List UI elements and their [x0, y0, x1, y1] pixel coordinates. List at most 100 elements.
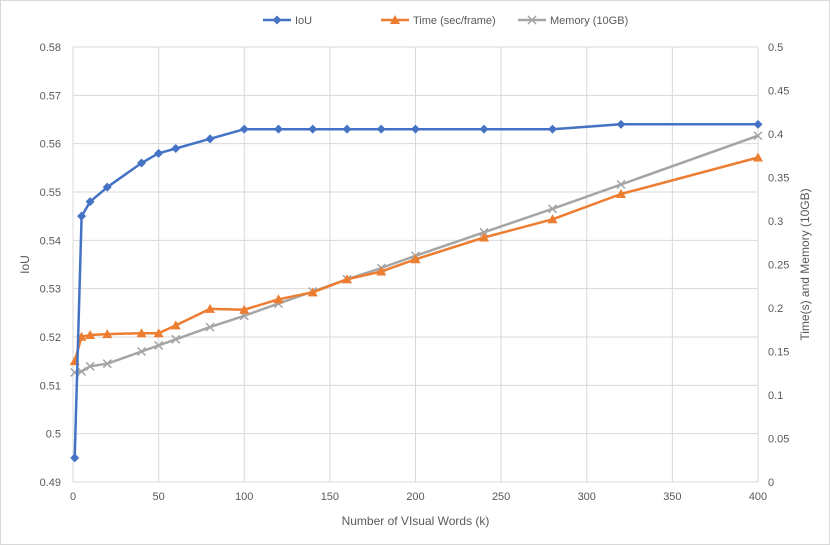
y-right-tick-label: 0 — [768, 477, 774, 489]
series-time-sec-frame — [69, 152, 763, 366]
x-tick-label: 50 — [153, 491, 165, 503]
memory-point — [616, 179, 626, 189]
time-point — [273, 294, 284, 304]
time-point — [85, 329, 96, 339]
y-left-tick-label: 0.52 — [40, 332, 61, 344]
memory-point-stroke — [205, 322, 215, 332]
y-right-tick-label: 0.05 — [768, 434, 789, 446]
memory-point — [154, 340, 164, 350]
memory-point-stroke — [479, 227, 489, 237]
time-point — [239, 304, 250, 314]
iou-point — [171, 144, 181, 153]
series-line — [73, 123, 758, 458]
y-left-tick-label: 0.53 — [40, 284, 61, 296]
time-point — [342, 274, 352, 284]
memory-point — [136, 346, 147, 357]
time-point — [479, 232, 489, 242]
y-left-tick-label: 0.57 — [40, 90, 61, 102]
x-tick-label: 200 — [406, 491, 424, 503]
iou-point — [479, 124, 489, 134]
memory-point — [77, 366, 87, 377]
time-point — [170, 320, 181, 330]
y-left-tick-label: 0.58 — [40, 42, 61, 54]
memory-point — [102, 359, 112, 369]
y-right-tick-label: 0.5 — [768, 42, 783, 54]
iou-point — [70, 453, 80, 463]
iou-point — [272, 15, 282, 25]
time-point — [205, 303, 215, 313]
memory-point-stroke — [753, 131, 763, 141]
legend-label: Memory (10GB) — [550, 15, 628, 27]
memory-point-stroke — [154, 340, 164, 350]
y-left-tick-label: 0.56 — [40, 139, 61, 151]
y-left-tick-label: 0.51 — [40, 380, 61, 392]
iou-point — [548, 124, 557, 134]
memory-point-stroke — [547, 204, 558, 214]
memory-point — [753, 131, 763, 141]
series-iou — [70, 119, 763, 463]
x-tick-label: 0 — [70, 491, 76, 503]
y-right-tick-label: 0.1 — [768, 390, 783, 402]
memory-point-stroke — [102, 359, 112, 369]
time-point — [547, 214, 558, 224]
time-point — [390, 15, 400, 24]
memory-point-stroke — [171, 334, 181, 344]
memory-point-stroke — [616, 179, 626, 189]
x-tick-label: 250 — [492, 491, 510, 503]
y-right-tick-label: 0.2 — [768, 303, 783, 315]
memory-point — [171, 334, 181, 344]
time-point — [136, 328, 147, 338]
time-point — [376, 266, 387, 276]
y-right-tick-label: 0.25 — [768, 260, 789, 272]
x-axis-ticks: 0 50 100 150 200 250 300 350 400 — [70, 491, 767, 503]
iou-point — [239, 124, 249, 134]
time-point — [410, 254, 421, 264]
y-left-tick-label: 0.54 — [40, 235, 61, 247]
legend: IoU Time (sec/frame) Memory (10GB) — [263, 15, 628, 27]
x-tick-label: 400 — [749, 491, 767, 503]
legend-label: Time (sec/frame) — [413, 15, 496, 27]
iou-point — [274, 124, 283, 134]
iou-point — [342, 124, 352, 134]
memory-point — [527, 15, 537, 25]
iou-point — [411, 124, 420, 134]
series-lines — [69, 119, 763, 463]
iou-point — [753, 119, 763, 129]
iou-point — [77, 211, 87, 221]
time-point — [616, 189, 626, 199]
memory-point-stroke — [77, 366, 87, 377]
iou-point — [616, 119, 626, 129]
iou-point — [205, 134, 215, 144]
y-left-tick-label: 0.55 — [40, 187, 61, 199]
x-tick-label: 350 — [663, 491, 681, 503]
x-tick-label: 150 — [321, 491, 339, 503]
time-point — [153, 328, 164, 338]
x-tick-label: 300 — [578, 491, 596, 503]
gridlines — [72, 46, 759, 483]
memory-point-stroke — [85, 361, 95, 371]
time-point — [307, 287, 318, 297]
y-axis-right-ticks: 0 0.05 0.1 0.15 0.2 0.25 0.3 0.35 0.4 0.45 0.5 — [768, 42, 789, 489]
y-right-tick-label: 0.45 — [768, 86, 789, 98]
memory-point — [479, 227, 489, 237]
legend-item: IoU — [263, 15, 312, 27]
time-point — [753, 152, 763, 162]
iou-point — [376, 124, 386, 134]
y-axis-right-title: Time(s) and Memory (10GB) — [798, 188, 812, 340]
memory-point — [205, 322, 215, 332]
x-axis-title: Number of VIsual Words (k) — [342, 514, 490, 528]
legend-label: IoU — [295, 15, 312, 27]
legend-item: Memory (10GB) — [518, 15, 628, 27]
y-left-tick-label: 0.49 — [40, 477, 61, 489]
legend-item: Time (sec/frame) — [381, 15, 496, 27]
iou-point — [85, 197, 95, 207]
iou-point — [308, 124, 318, 134]
y-axis-left-title: IoU — [18, 255, 32, 274]
iou-point — [102, 182, 112, 192]
y-left-tick-label: 0.5 — [46, 429, 61, 441]
y-right-tick-label: 0.15 — [768, 347, 789, 359]
series-line — [74, 134, 759, 374]
memory-point — [547, 204, 558, 214]
x-tick-label: 100 — [235, 491, 253, 503]
